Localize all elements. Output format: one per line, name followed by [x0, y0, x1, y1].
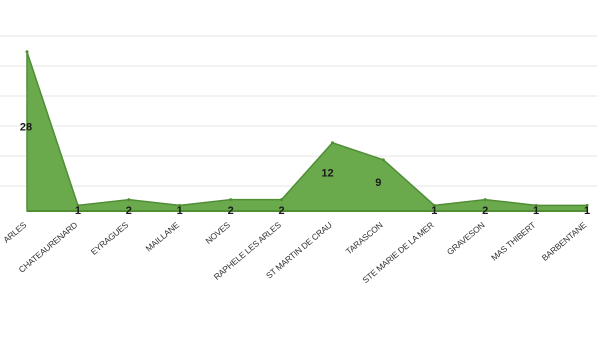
x-tick-label-0: ARLES	[1, 220, 28, 245]
data-point-11	[585, 203, 589, 207]
x-tick-label-9: GRAVESON	[445, 220, 487, 257]
data-point-7	[381, 158, 385, 162]
data-point-8	[432, 203, 436, 207]
data-point-10	[534, 203, 538, 207]
area-series	[26, 51, 588, 212]
value-label-4: 2	[228, 205, 234, 217]
x-tick-label-3: MAILLANE	[144, 220, 182, 254]
data-point-3	[178, 203, 182, 207]
data-point-2	[127, 198, 131, 202]
grid-layer	[0, 35, 597, 187]
data-point-0	[25, 50, 29, 54]
value-label-3: 1	[177, 205, 183, 217]
data-point-9	[483, 198, 487, 202]
value-label-10: 1	[533, 205, 539, 217]
data-point-1	[76, 203, 80, 207]
x-tick-label-10: MAS THIBERT	[489, 220, 537, 263]
value-label-6: 12	[321, 167, 333, 179]
value-label-1: 1	[75, 205, 81, 217]
value-label-5: 2	[278, 205, 284, 217]
value-label-2: 2	[126, 205, 132, 217]
x-tick-label-4: NOVES	[203, 220, 232, 246]
x-tick-label-2: EYRAGUES	[89, 220, 131, 257]
value-label-8: 1	[431, 205, 437, 217]
value-label-7: 9	[375, 177, 381, 189]
x-tick-label-7: TARASCON	[344, 220, 385, 257]
data-point-4	[229, 198, 233, 202]
data-point-6	[330, 141, 334, 145]
area-layer	[25, 50, 589, 212]
value-label-11: 1	[584, 205, 590, 217]
data-point-5	[280, 198, 284, 202]
x-tick-label-11: BARBENTANE	[540, 220, 589, 263]
value-label-0: 28	[20, 121, 32, 133]
value-label-9: 2	[482, 205, 488, 217]
